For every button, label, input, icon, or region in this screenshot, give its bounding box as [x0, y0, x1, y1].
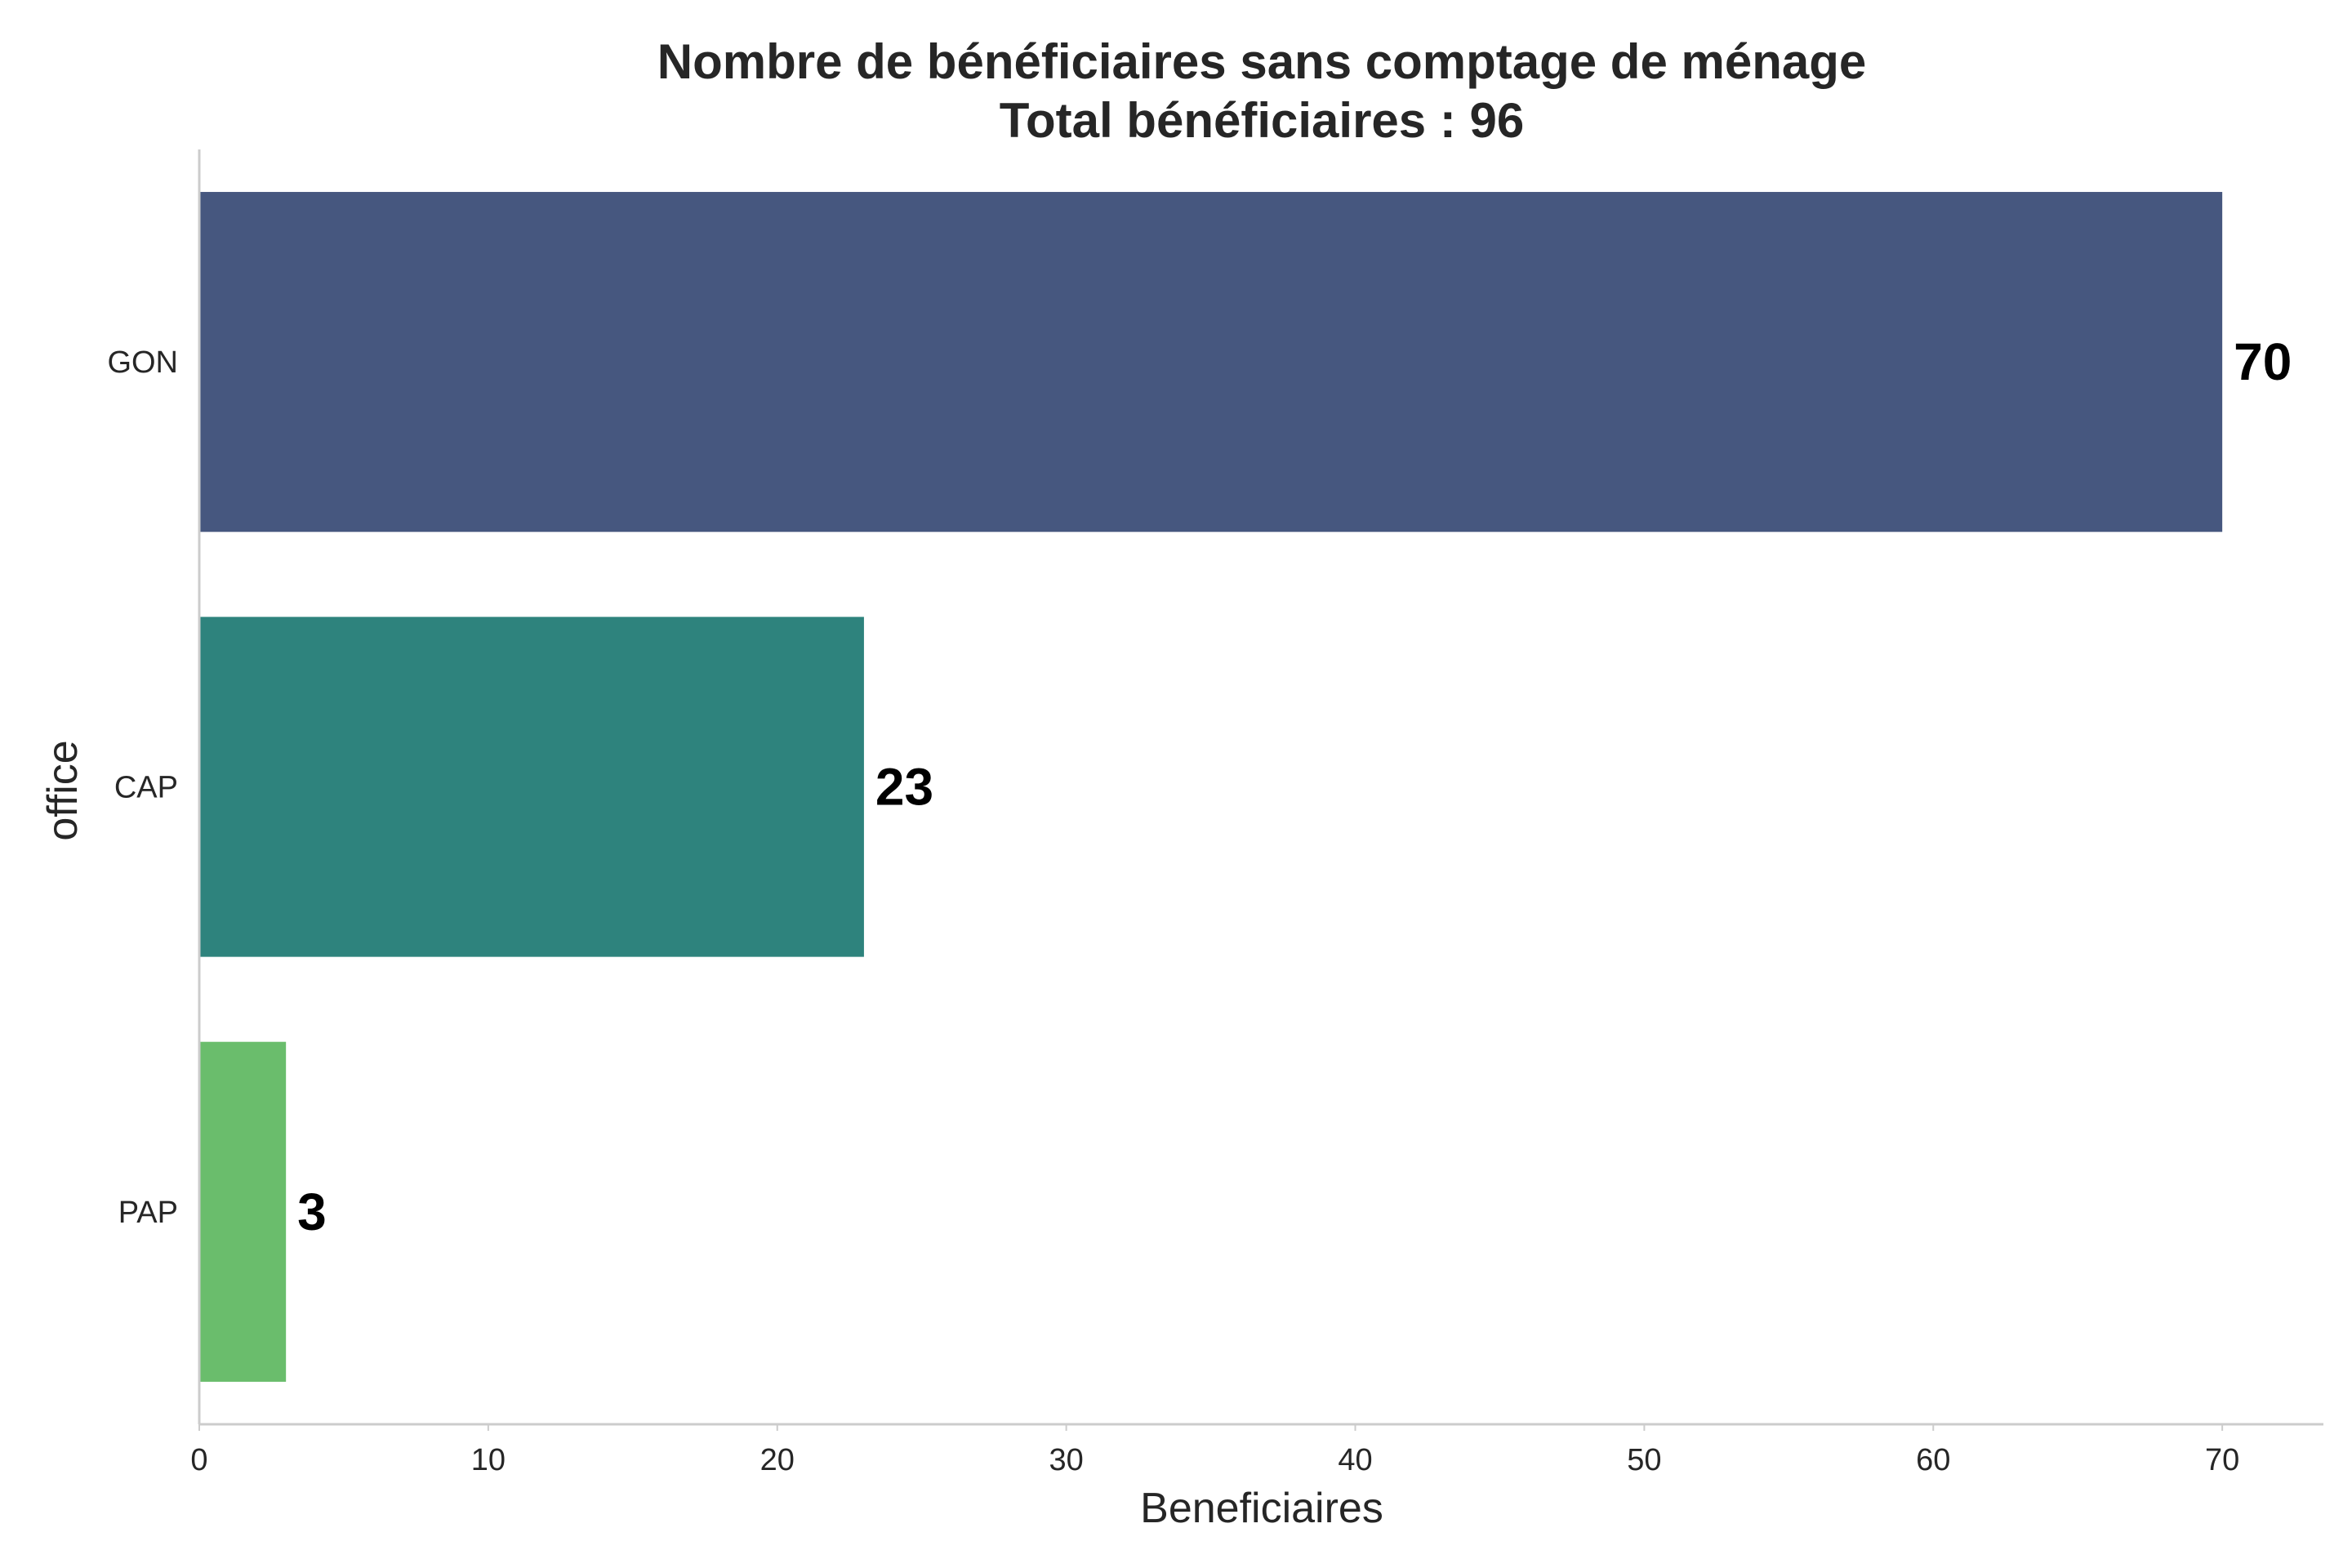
x-tick-label-70: 70: [2205, 1443, 2239, 1477]
data-label-gon: 70: [2234, 332, 2292, 391]
x-tick-label-60: 60: [1916, 1443, 1950, 1477]
x-tick-label-50: 50: [1627, 1443, 1661, 1477]
x-axis-ticks: 0 10 20 30 40 50 60 70: [190, 1424, 2239, 1477]
data-label-cap: 23: [875, 758, 933, 817]
chart-subtitle: Total bénéficiaires : 96: [1000, 93, 1524, 148]
chart-title: Nombre de bénéficiaires sans comptage de…: [657, 34, 1867, 89]
y-tick-label-gon: GON: [107, 345, 178, 380]
bar-gon: [199, 192, 2223, 532]
y-tick-label-cap: CAP: [114, 771, 178, 805]
y-axis-ticks: GON CAP PAP: [107, 345, 178, 1230]
x-tick-label-10: 10: [471, 1443, 506, 1477]
x-tick-label-0: 0: [190, 1443, 207, 1477]
data-labels-layer: 70 23 3: [297, 332, 2292, 1241]
bar-pap: [199, 1041, 287, 1382]
x-tick-label-20: 20: [760, 1443, 795, 1477]
x-tick-label-40: 40: [1338, 1443, 1372, 1477]
x-tick-label-30: 30: [1049, 1443, 1083, 1477]
data-label-pap: 3: [297, 1183, 327, 1241]
bar-cap: [199, 617, 864, 957]
y-axis-label: office: [39, 740, 87, 840]
y-tick-label-pap: PAP: [118, 1196, 178, 1230]
x-axis-label: Beneficiaires: [1140, 1485, 1383, 1532]
bars-layer: [199, 192, 2223, 1382]
